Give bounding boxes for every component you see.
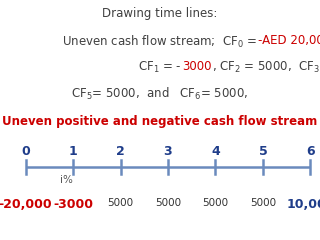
Text: 3000: 3000 (182, 60, 212, 73)
Text: 1: 1 (69, 145, 77, 158)
Text: 2: 2 (116, 145, 125, 158)
Text: 4: 4 (211, 145, 220, 158)
Text: CF$_1$ = -: CF$_1$ = - (138, 60, 182, 75)
Text: 10,000: 10,000 (286, 198, 320, 211)
Text: 6: 6 (306, 145, 315, 158)
Text: , CF$_2$ = 5000,  CF$_3$ = 5000,  CF$_4$ = 5000,: , CF$_2$ = 5000, CF$_3$ = 5000, CF$_4$ =… (212, 60, 320, 75)
Text: CF$_5$= 5000,  and   CF$_6$= 5000,: CF$_5$= 5000, and CF$_6$= 5000, (71, 86, 249, 102)
Text: -AED 20,000,: -AED 20,000, (258, 34, 320, 47)
Text: Drawing time lines:: Drawing time lines: (102, 7, 218, 20)
Text: i%: i% (60, 175, 73, 185)
Text: 5000: 5000 (108, 198, 133, 208)
Text: 5000: 5000 (155, 198, 181, 208)
Text: 5000: 5000 (250, 198, 276, 208)
Text: 5000: 5000 (203, 198, 228, 208)
Text: Uneven positive and negative cash flow stream: Uneven positive and negative cash flow s… (2, 115, 318, 128)
Text: -3000: -3000 (53, 198, 93, 211)
Text: 3: 3 (164, 145, 172, 158)
Text: Uneven cash flow stream;  CF$_0$ =: Uneven cash flow stream; CF$_0$ = (62, 34, 258, 50)
Text: 5: 5 (259, 145, 267, 158)
Text: -20,000: -20,000 (0, 198, 52, 211)
Text: 0: 0 (21, 145, 30, 158)
